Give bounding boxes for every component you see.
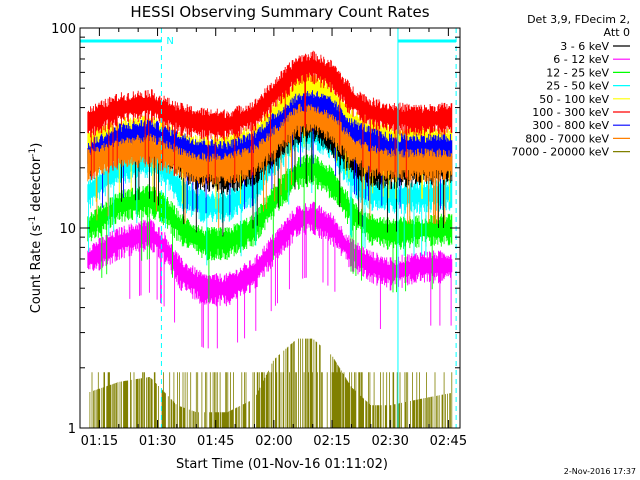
- night-flag-label: N: [166, 36, 173, 47]
- y-label-part2: detector: [29, 156, 44, 216]
- y-label-part1: Count Rate (s: [29, 225, 44, 314]
- y-tick-label-0: 1: [68, 422, 76, 437]
- legend-label-2: 12 - 25 keV: [546, 66, 609, 79]
- series-trace-8: [89, 338, 453, 428]
- x-tick-label-6: 02:45: [430, 434, 467, 449]
- legend-label-4: 50 - 100 keV: [539, 93, 609, 106]
- y-tick-label-2: 100: [51, 22, 76, 37]
- x-tick-label-5: 02:30: [371, 434, 408, 449]
- timestamp: 2-Nov-2016 17:37: [564, 467, 636, 476]
- legend-label-8: 7000 - 20000 keV: [511, 146, 609, 159]
- series-trace-7: [87, 103, 453, 228]
- series-7: [87, 103, 453, 228]
- legend-label-1: 6 - 12 keV: [553, 53, 609, 66]
- x-axis-label: Start Time (01-Nov-16 01:11:02): [176, 457, 388, 472]
- legend-label-3: 25 - 50 keV: [546, 80, 609, 93]
- legend-header-line1: Det 3,9, FDecim 2,: [527, 13, 630, 26]
- y-label-sup2: -1: [28, 148, 38, 157]
- legend-label-5: 100 - 300 keV: [532, 106, 609, 119]
- y-tick-label-1: 10: [59, 222, 76, 237]
- y-axis-label: Count Rate (s-1 detector-1): [28, 143, 44, 314]
- legend-label-0: 3 - 6 keV: [560, 40, 609, 53]
- y-label-part3: ): [29, 143, 44, 148]
- chart-title: HESSI Observing Summary Count Rates: [130, 3, 429, 21]
- series-trace-2: [87, 153, 453, 303]
- axis-group: 01:15 01:30 01:45 02:00 02:15 02:30 02:45 1 10 10…: [51, 22, 467, 449]
- legend-label-6: 300 - 800 keV: [532, 119, 609, 132]
- legend-header-line2: Att 0: [604, 26, 630, 39]
- x-tick-label-1: 01:30: [139, 434, 176, 449]
- series-trace-5: [87, 50, 453, 184]
- x-tick-label-3: 02:00: [255, 434, 292, 449]
- series-2: [87, 153, 453, 303]
- series-5: [87, 50, 453, 184]
- legend-label-7: 800 - 7000 keV: [525, 132, 609, 145]
- series-8: [89, 338, 453, 428]
- x-tick-label-0: 01:15: [81, 434, 118, 449]
- series-group: [87, 50, 453, 428]
- x-tick-label-4: 02:15: [313, 434, 350, 449]
- x-tick-label-2: 01:45: [197, 434, 234, 449]
- y-label-sup1: -1: [28, 216, 38, 225]
